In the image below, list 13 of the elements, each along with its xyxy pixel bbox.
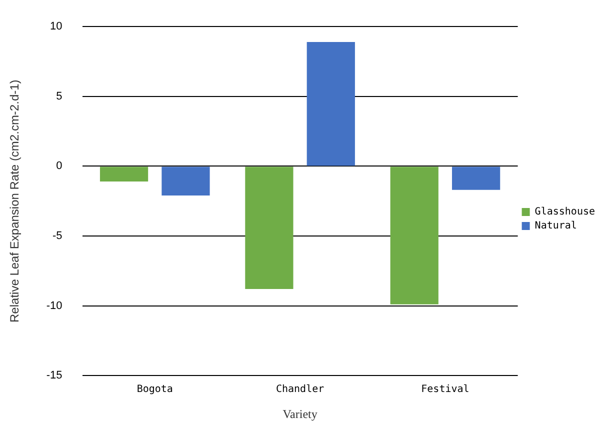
x-axis-title: Variety bbox=[282, 406, 318, 421]
legend-label: Natural bbox=[534, 220, 577, 232]
x-tick-label: Bogota bbox=[136, 384, 173, 396]
y-tick-label: -15 bbox=[46, 370, 62, 382]
legend-label: Glasshouse bbox=[534, 206, 596, 218]
y-axis-title: Relative Leaf Expansion Rate (cm2.cm-2.d-1) bbox=[8, 80, 22, 322]
y-tick-label: -10 bbox=[46, 300, 62, 312]
x-tick-label: Festival bbox=[421, 384, 470, 396]
x-tick-label: Chandler bbox=[276, 384, 324, 396]
y-tick-label: 10 bbox=[50, 20, 62, 33]
y-tick-label: 5 bbox=[56, 90, 62, 102]
y-tick-label: 0 bbox=[56, 160, 62, 172]
y-tick-label: -5 bbox=[52, 230, 62, 242]
